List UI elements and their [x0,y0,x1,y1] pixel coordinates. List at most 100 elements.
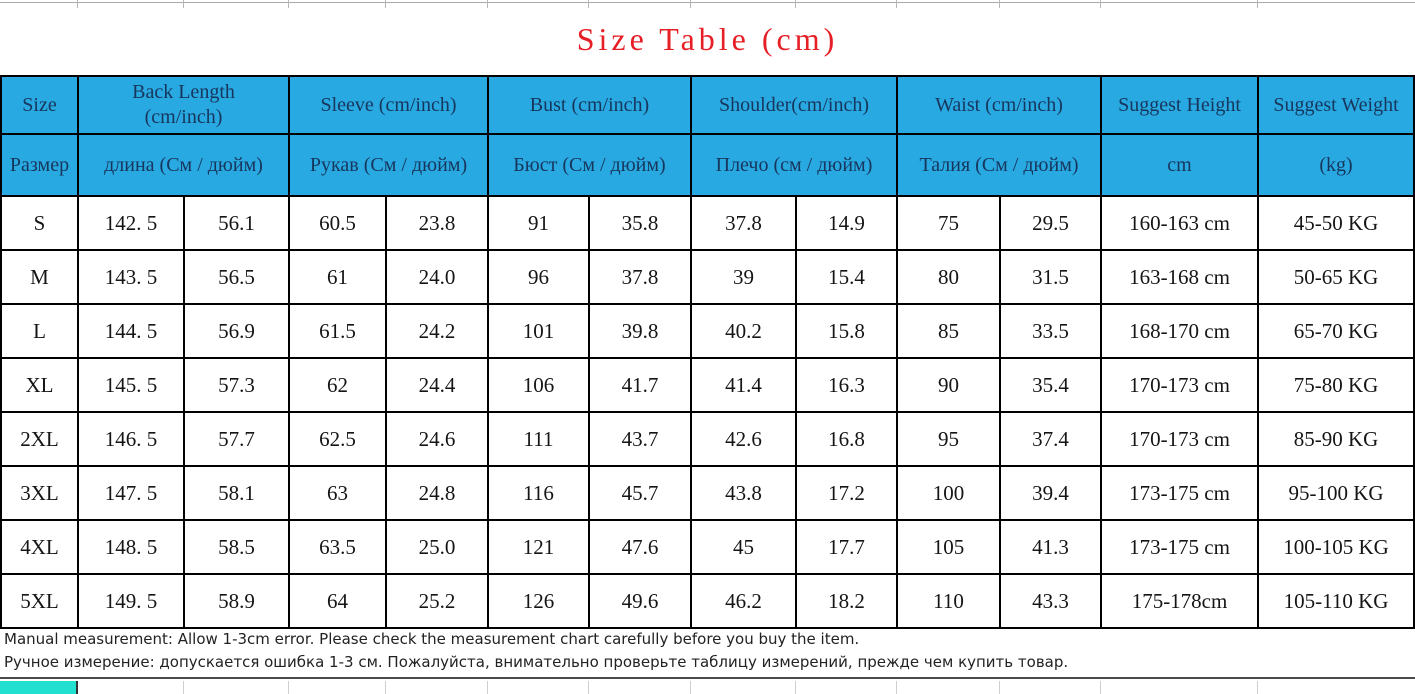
header-cell-length-ru: длина (См / дюйм) [77,133,290,197]
value-cell: 61 [288,249,387,305]
value-cell: 35.4 [998,357,1103,413]
value-cell: 116 [487,465,590,521]
value-cell: 146. 5 [77,411,185,467]
grid-tick [183,0,184,8]
value-cell: 58.9 [183,573,290,629]
grid-tick [896,0,897,8]
value-cell: 40.2 [690,303,797,359]
header-cell-suggest-height: Suggest Height [1100,75,1260,135]
value-cell: 105 [896,519,1001,575]
measurement-notes: Manual measurement: Allow 1-3cm error. P… [4,628,1412,673]
header-cell-size: Size [0,75,79,135]
header-cell-bust-ru: Бюст (См / дюйм) [487,133,692,197]
value-cell: 142. 5 [77,195,185,251]
size-table: Size Back Length (cm/inch) Sleeve (cm/inch)… [0,75,1415,629]
grid-tick [183,681,184,694]
value-cell: 90 [896,357,1001,413]
value-cell: 39.8 [588,303,692,359]
value-cell: 100-105 KG [1257,519,1415,575]
value-cell: 95 [896,411,1001,467]
value-cell: 62.5 [288,411,387,467]
value-cell: 56.9 [183,303,290,359]
grid-tick [385,0,386,8]
value-cell: 160-163 cm [1100,195,1260,251]
value-cell: 91 [487,195,590,251]
value-cell: 45 [690,519,797,575]
note-english: Manual measurement: Allow 1-3cm error. P… [4,630,860,648]
value-cell: 121 [487,519,590,575]
header-row-ru: Размер длина (См / дюйм) Рукав (См / дюйм)… [0,133,1415,197]
value-cell: 42.6 [690,411,797,467]
value-cell: 16.3 [795,357,898,413]
grid-tick [588,0,589,8]
value-cell: 85 [896,303,1001,359]
value-cell: 56.1 [183,195,290,251]
value-cell: 63 [288,465,387,521]
size-cell: M [0,249,79,305]
value-cell: 57.7 [183,411,290,467]
header-cell-shoulder: Shoulder(cm/inch) [690,75,898,135]
value-cell: 63.5 [288,519,387,575]
value-cell: 47.6 [588,519,692,575]
value-cell: 106 [487,357,590,413]
value-cell: 24.0 [385,249,489,305]
value-cell: 43.3 [998,573,1103,629]
grid-tick [1257,0,1258,8]
header-cell-sleeve-ru: Рукав (См / дюйм) [288,133,489,197]
header-cell-bust: Bust (cm/inch) [487,75,692,135]
value-cell: 173-175 cm [1100,465,1260,521]
value-cell: 25.2 [385,573,489,629]
value-cell: 24.4 [385,357,489,413]
size-cell: XL [0,357,79,413]
header-cell-waist: Waist (cm/inch) [895,75,1103,135]
value-cell: 147. 5 [77,465,185,521]
value-cell: 148. 5 [77,519,185,575]
value-cell: 49.6 [588,573,692,629]
table-row: 3XL 147. 5 58.1 63 24.8 116 45.7 43.8 17.2 100 39.… [0,465,1415,521]
grid-tick [487,0,488,8]
value-cell: 101 [487,303,590,359]
grid-tick [288,0,289,8]
value-cell: 39.4 [998,465,1103,521]
spreadsheet-grid-bottom [0,677,1415,694]
header-cell-sleeve: Sleeve (cm/inch) [288,75,489,135]
value-cell: 45-50 KG [1257,195,1415,251]
value-cell: 17.2 [795,465,898,521]
value-cell: 41.7 [588,357,692,413]
value-cell: 56.5 [183,249,290,305]
table-row: 2XL 146. 5 57.7 62.5 24.6 111 43.7 42.6 16.8 95 37… [0,411,1415,467]
grid-tick [795,0,796,8]
value-cell: 126 [487,573,590,629]
header-cell-shoulder-ru: Плечо (см / дюйм) [690,133,898,197]
value-cell: 173-175 cm [1100,519,1260,575]
value-cell: 163-168 cm [1100,249,1260,305]
header-cell-suggest-weight: Suggest Weight [1257,75,1415,135]
value-cell: 14.9 [795,195,898,251]
size-cell: 4XL [0,519,79,575]
grid-tick [77,0,78,8]
value-cell: 143. 5 [77,249,185,305]
value-cell: 58.1 [183,465,290,521]
table-row: M 143. 5 56.5 61 24.0 96 37.8 39 15.4 80 31.5 163-1… [0,249,1415,305]
grid-tick [385,681,386,694]
value-cell: 37.4 [998,411,1103,467]
size-cell: 3XL [0,465,79,521]
grid-tick [690,681,691,694]
value-cell: 145. 5 [77,357,185,413]
value-cell: 149. 5 [77,573,185,629]
value-cell: 50-65 KG [1257,249,1415,305]
table-row: L 144. 5 56.9 61.5 24.2 101 39.8 40.2 15.8 85 33.5… [0,303,1415,359]
table-header: Size Back Length (cm/inch) Sleeve (cm/inch)… [0,75,1415,197]
value-cell: 16.8 [795,411,898,467]
header-cell-waist-ru: Талия (См / дюйм) [895,133,1103,197]
value-cell: 39 [690,249,797,305]
header-cell-weight-unit: (kg) [1257,133,1415,197]
value-cell: 65-70 KG [1257,303,1415,359]
value-cell: 43.7 [588,411,692,467]
value-cell: 18.2 [795,573,898,629]
value-cell: 24.2 [385,303,489,359]
value-cell: 60.5 [288,195,387,251]
value-cell: 41.3 [998,519,1103,575]
value-cell: 37.8 [690,195,797,251]
grid-tick [999,681,1000,694]
